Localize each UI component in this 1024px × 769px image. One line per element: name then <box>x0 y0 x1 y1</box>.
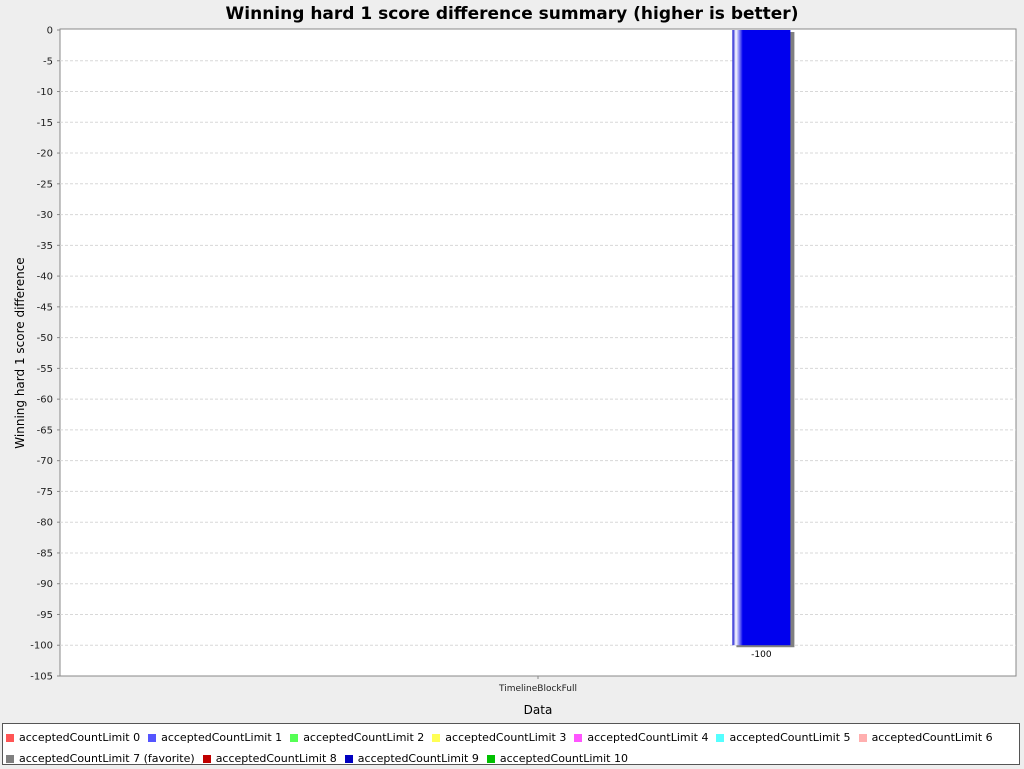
legend-swatch <box>432 733 441 742</box>
legend-label: acceptedCountLimit 4 <box>587 731 709 744</box>
legend-label: acceptedCountLimit 5 <box>729 731 851 744</box>
y-tick-label: -40 <box>37 272 53 283</box>
legend-swatch <box>148 733 157 742</box>
y-tick-label: -25 <box>37 179 53 190</box>
legend-item: acceptedCountLimit 7 (favorite) <box>6 748 195 769</box>
legend-item: acceptedCountLimit 9 <box>344 748 479 769</box>
x-axis-label: Data <box>524 703 553 717</box>
y-tick-label: -15 <box>37 118 53 129</box>
legend-swatch <box>6 754 14 763</box>
chart: Winning hard 1 score difference summary … <box>13 4 1017 717</box>
legend-label: acceptedCountLimit 9 <box>357 752 479 765</box>
y-tick-label: -30 <box>37 210 53 221</box>
y-tick-label: -35 <box>37 241 53 252</box>
y-tick-label: -90 <box>37 579 53 590</box>
legend-item: acceptedCountLimit 2 <box>290 727 424 748</box>
legend-label: acceptedCountLimit 2 <box>303 731 425 744</box>
y-tick-label: -5 <box>43 56 53 67</box>
legend-item: acceptedCountLimit 0 <box>6 727 140 748</box>
y-axis-ticks: 0 -5 -10 -15 -20 -25 -30 -35 -40 -45 -50 -55 -60 -65 -… <box>30 26 539 683</box>
y-axis-label: Winning hard 1 score difference <box>13 257 27 448</box>
y-tick-label: -50 <box>37 333 53 344</box>
legend-swatch <box>858 733 867 742</box>
legend-item: acceptedCountLimit 3 <box>432 727 566 748</box>
bars: -100 <box>732 30 795 660</box>
legend-label: acceptedCountLimit 8 <box>215 752 337 765</box>
legend-swatch <box>344 754 353 763</box>
legend-label: acceptedCountLimit 3 <box>445 731 567 744</box>
plot-area <box>59 28 1017 677</box>
legend-label: acceptedCountLimit 6 <box>871 731 993 744</box>
x-category-label: TimelineBlockFull <box>498 684 577 694</box>
y-tick-label: -85 <box>37 548 53 559</box>
legend-label: acceptedCountLimit 10 <box>499 752 628 765</box>
y-tick-label: -55 <box>37 364 53 375</box>
legend-item: acceptedCountLimit 4 <box>574 727 708 748</box>
legend-swatch <box>202 754 211 763</box>
legend-label: acceptedCountLimit 7 (favorite) <box>19 752 195 765</box>
grid-lines <box>60 60 1016 646</box>
legend-swatch <box>290 733 299 742</box>
y-tick-label: -105 <box>30 672 53 683</box>
legend-swatch <box>486 754 495 763</box>
legend-swatch <box>574 733 583 742</box>
bar-data-label: -100 <box>751 650 772 660</box>
bar-acceptedcountlimit-9 <box>732 30 791 646</box>
legend-item: acceptedCountLimit 5 <box>716 727 851 748</box>
y-tick-label: -45 <box>37 302 53 313</box>
y-tick-label: -75 <box>37 487 53 498</box>
y-tick-label: -80 <box>37 518 53 529</box>
legend-item: acceptedCountLimit 6 <box>858 727 993 748</box>
legend-item: acceptedCountLimit 10 <box>486 748 628 769</box>
y-tick-label: -60 <box>37 395 53 406</box>
y-tick-label: -70 <box>37 456 53 467</box>
y-tick-label: 0 <box>47 26 53 37</box>
y-tick-label: -20 <box>37 149 53 160</box>
legend-swatch <box>6 733 14 742</box>
legend-label: acceptedCountLimit 1 <box>161 731 283 744</box>
legend-item: acceptedCountLimit 1 <box>148 727 282 748</box>
y-tick-label: -10 <box>37 87 53 98</box>
legend: acceptedCountLimit 0 acceptedCountLimit 1… <box>2 723 1020 765</box>
y-tick-label: -95 <box>37 610 53 621</box>
legend-label: acceptedCountLimit 0 <box>19 731 141 744</box>
legend-item: acceptedCountLimit 8 <box>202 748 337 769</box>
y-tick-label: -100 <box>30 641 53 652</box>
legend-swatch <box>716 733 725 742</box>
chart-title: Winning hard 1 score difference summary … <box>226 4 799 24</box>
y-tick-label: -65 <box>37 425 53 436</box>
